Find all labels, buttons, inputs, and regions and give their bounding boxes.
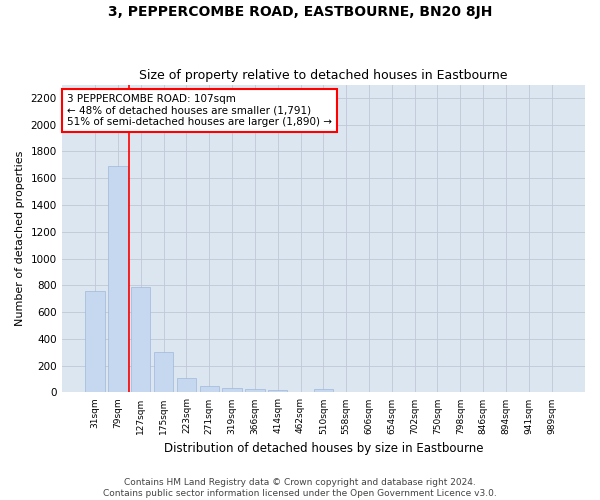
Bar: [177, 378, 196, 392]
Y-axis label: Number of detached properties: Number of detached properties: [15, 151, 25, 326]
Title: Size of property relative to detached houses in Eastbourne: Size of property relative to detached ho…: [139, 69, 508, 82]
Bar: [223, 388, 242, 392]
Text: 3, PEPPERCOMBE ROAD, EASTBOURNE, BN20 8JH: 3, PEPPERCOMBE ROAD, EASTBOURNE, BN20 8J…: [108, 5, 492, 19]
Bar: [108, 166, 128, 392]
Bar: [268, 390, 287, 392]
Text: 3 PEPPERCOMBE ROAD: 107sqm
← 48% of detached houses are smaller (1,791)
51% of s: 3 PEPPERCOMBE ROAD: 107sqm ← 48% of deta…: [67, 94, 332, 127]
Bar: [85, 290, 105, 392]
Bar: [154, 352, 173, 393]
Text: Contains HM Land Registry data © Crown copyright and database right 2024.
Contai: Contains HM Land Registry data © Crown c…: [103, 478, 497, 498]
Bar: [131, 286, 151, 393]
Bar: [314, 390, 333, 392]
Bar: [245, 389, 265, 392]
X-axis label: Distribution of detached houses by size in Eastbourne: Distribution of detached houses by size …: [164, 442, 483, 455]
Bar: [200, 386, 219, 392]
